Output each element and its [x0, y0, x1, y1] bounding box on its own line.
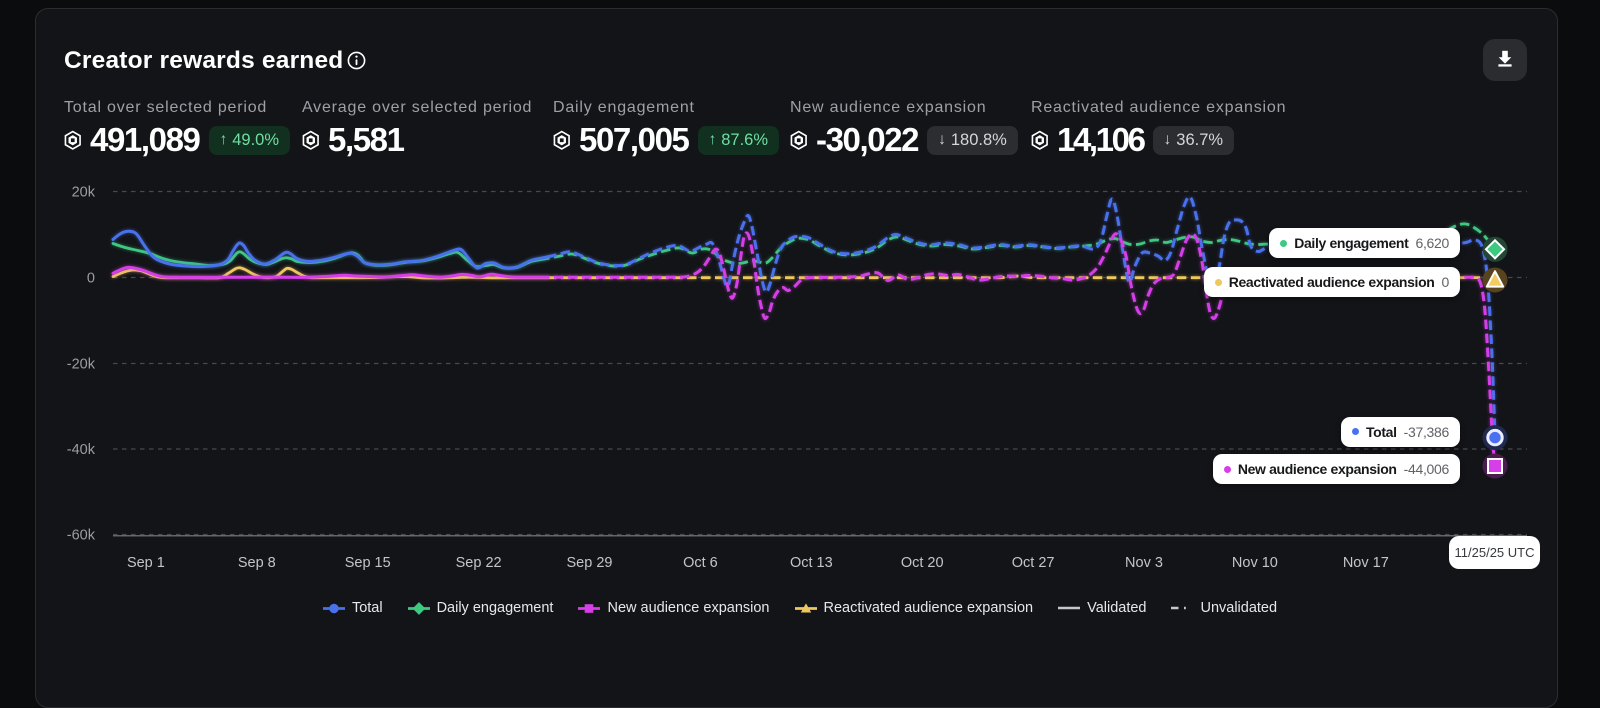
svg-text:Nov 3: Nov 3	[1125, 555, 1163, 571]
svg-text:Sep 15: Sep 15	[345, 555, 391, 571]
svg-text:Nov 17: Nov 17	[1343, 555, 1389, 571]
svg-text:Oct 6: Oct 6	[683, 555, 718, 571]
svg-text:0: 0	[87, 271, 95, 287]
svg-text:Oct 27: Oct 27	[1012, 555, 1055, 571]
svg-text:Nov 10: Nov 10	[1232, 555, 1278, 571]
svg-text:Sep 1: Sep 1	[127, 555, 165, 571]
svg-text:-20k: -20k	[67, 357, 96, 373]
svg-text:20k: 20k	[72, 185, 96, 201]
svg-text:Sep 8: Sep 8	[238, 555, 276, 571]
svg-text:Sep 22: Sep 22	[456, 555, 502, 571]
svg-text:Oct 13: Oct 13	[790, 555, 833, 571]
svg-text:Sep 29: Sep 29	[567, 555, 613, 571]
svg-text:-40k: -40k	[67, 442, 96, 458]
svg-text:Oct 20: Oct 20	[901, 555, 944, 571]
svg-text:-60k: -60k	[67, 528, 96, 544]
